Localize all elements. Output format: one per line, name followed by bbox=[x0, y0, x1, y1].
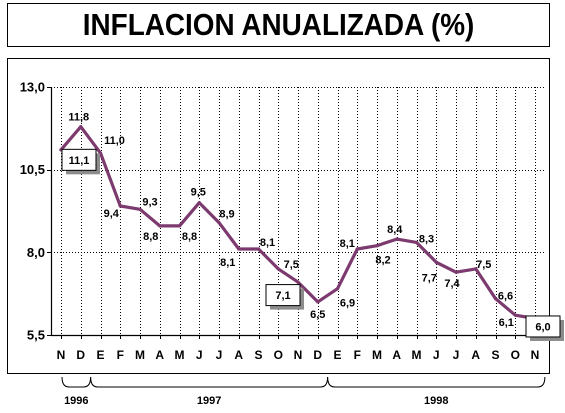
data-point bbox=[296, 280, 300, 284]
year-label: 1998 bbox=[424, 395, 448, 407]
data-point bbox=[414, 240, 419, 245]
x-tick-label: J bbox=[196, 348, 203, 362]
data-label: 11,0 bbox=[104, 135, 125, 147]
x-tick-label: N bbox=[294, 348, 303, 362]
data-label: 8,3 bbox=[419, 233, 434, 245]
data-point bbox=[355, 247, 359, 251]
data-point bbox=[237, 247, 241, 251]
callout-box bbox=[61, 148, 97, 171]
data-point bbox=[513, 313, 517, 317]
data-label: 9,5 bbox=[191, 187, 206, 199]
x-tick-label: A bbox=[234, 348, 243, 362]
data-label: 9,4 bbox=[104, 208, 120, 220]
year-bracket bbox=[61, 376, 92, 388]
data-label: 8,9 bbox=[219, 209, 234, 221]
data-point bbox=[395, 237, 399, 241]
x-tick-label: F bbox=[354, 348, 361, 362]
data-point bbox=[276, 267, 280, 271]
data-label: 8,1 bbox=[340, 238, 355, 250]
x-tick-label: J bbox=[453, 348, 460, 362]
data-point bbox=[177, 224, 182, 228]
year-bracket bbox=[327, 376, 546, 388]
data-point bbox=[138, 207, 142, 211]
data-point bbox=[217, 220, 221, 225]
callout-box bbox=[525, 315, 561, 338]
callout-box bbox=[265, 284, 301, 307]
data-label: 8,1 bbox=[220, 257, 235, 269]
data-point bbox=[335, 287, 340, 291]
data-point bbox=[434, 260, 438, 264]
x-tick-label: A bbox=[471, 348, 480, 362]
data-label: 7,4 bbox=[444, 278, 460, 290]
data-label: 6,6 bbox=[498, 291, 513, 303]
data-label: 6,5 bbox=[310, 309, 325, 321]
x-tick-label: O bbox=[511, 348, 520, 362]
data-label: 6,0 bbox=[535, 321, 550, 333]
chart-title: INFLACION ANUALIZADA (%) bbox=[82, 7, 475, 42]
y-tick-label: 10,5 bbox=[20, 162, 45, 177]
data-label: 6,1 bbox=[499, 317, 514, 329]
data-point bbox=[158, 224, 162, 228]
data-label: 7,1 bbox=[275, 290, 290, 302]
data-label: 8,2 bbox=[375, 255, 390, 267]
x-tick-label: N bbox=[531, 348, 540, 362]
x-tick-label: A bbox=[155, 348, 164, 362]
x-tick-label: A bbox=[392, 348, 401, 362]
data-point bbox=[197, 201, 201, 205]
x-tick-label: S bbox=[491, 348, 499, 362]
data-point bbox=[256, 247, 261, 251]
data-label: 8,8 bbox=[143, 231, 158, 243]
year-label: 1997 bbox=[197, 395, 221, 407]
x-tick-label: E bbox=[333, 348, 341, 362]
data-label: 7,5 bbox=[284, 259, 299, 271]
x-tick-label: M bbox=[372, 348, 382, 362]
data-label: 6,9 bbox=[340, 298, 355, 310]
x-tick-label: O bbox=[274, 348, 283, 362]
x-tick-label: J bbox=[216, 348, 223, 362]
y-tick-label: 5,5 bbox=[27, 328, 45, 343]
data-point bbox=[474, 267, 478, 271]
x-tick-label: N bbox=[57, 348, 66, 362]
x-tick-label: M bbox=[175, 348, 185, 362]
title-box: INFLACION ANUALIZADA (%) bbox=[7, 3, 550, 47]
y-tick-label: 13,0 bbox=[20, 80, 45, 95]
data-label: 7,5 bbox=[476, 259, 491, 271]
data-point bbox=[118, 204, 122, 208]
x-tick-label: M bbox=[135, 348, 145, 362]
x-tick-label: D bbox=[313, 348, 322, 362]
x-tick-label: M bbox=[412, 348, 422, 362]
y-tick-label: 8,0 bbox=[27, 245, 45, 260]
x-tick-label: S bbox=[254, 348, 262, 362]
data-point bbox=[79, 125, 83, 129]
data-label: 9,3 bbox=[142, 196, 157, 208]
data-label: 11,8 bbox=[68, 112, 89, 124]
data-point bbox=[454, 270, 458, 274]
year-bracket bbox=[90, 376, 329, 388]
x-tick-label: F bbox=[117, 348, 124, 362]
data-label: 8,4 bbox=[387, 224, 403, 236]
data-label: 11,1 bbox=[69, 155, 90, 167]
data-label: 7,7 bbox=[422, 272, 437, 284]
x-tick-label: J bbox=[433, 348, 440, 362]
x-tick-label: E bbox=[96, 348, 104, 362]
data-label: 8,8 bbox=[182, 231, 197, 243]
x-tick-label: D bbox=[76, 348, 85, 362]
data-point bbox=[493, 297, 498, 301]
data-point bbox=[375, 244, 379, 248]
data-point bbox=[316, 300, 320, 304]
data-label: 8,1 bbox=[260, 237, 275, 249]
year-label: 1996 bbox=[64, 395, 88, 407]
